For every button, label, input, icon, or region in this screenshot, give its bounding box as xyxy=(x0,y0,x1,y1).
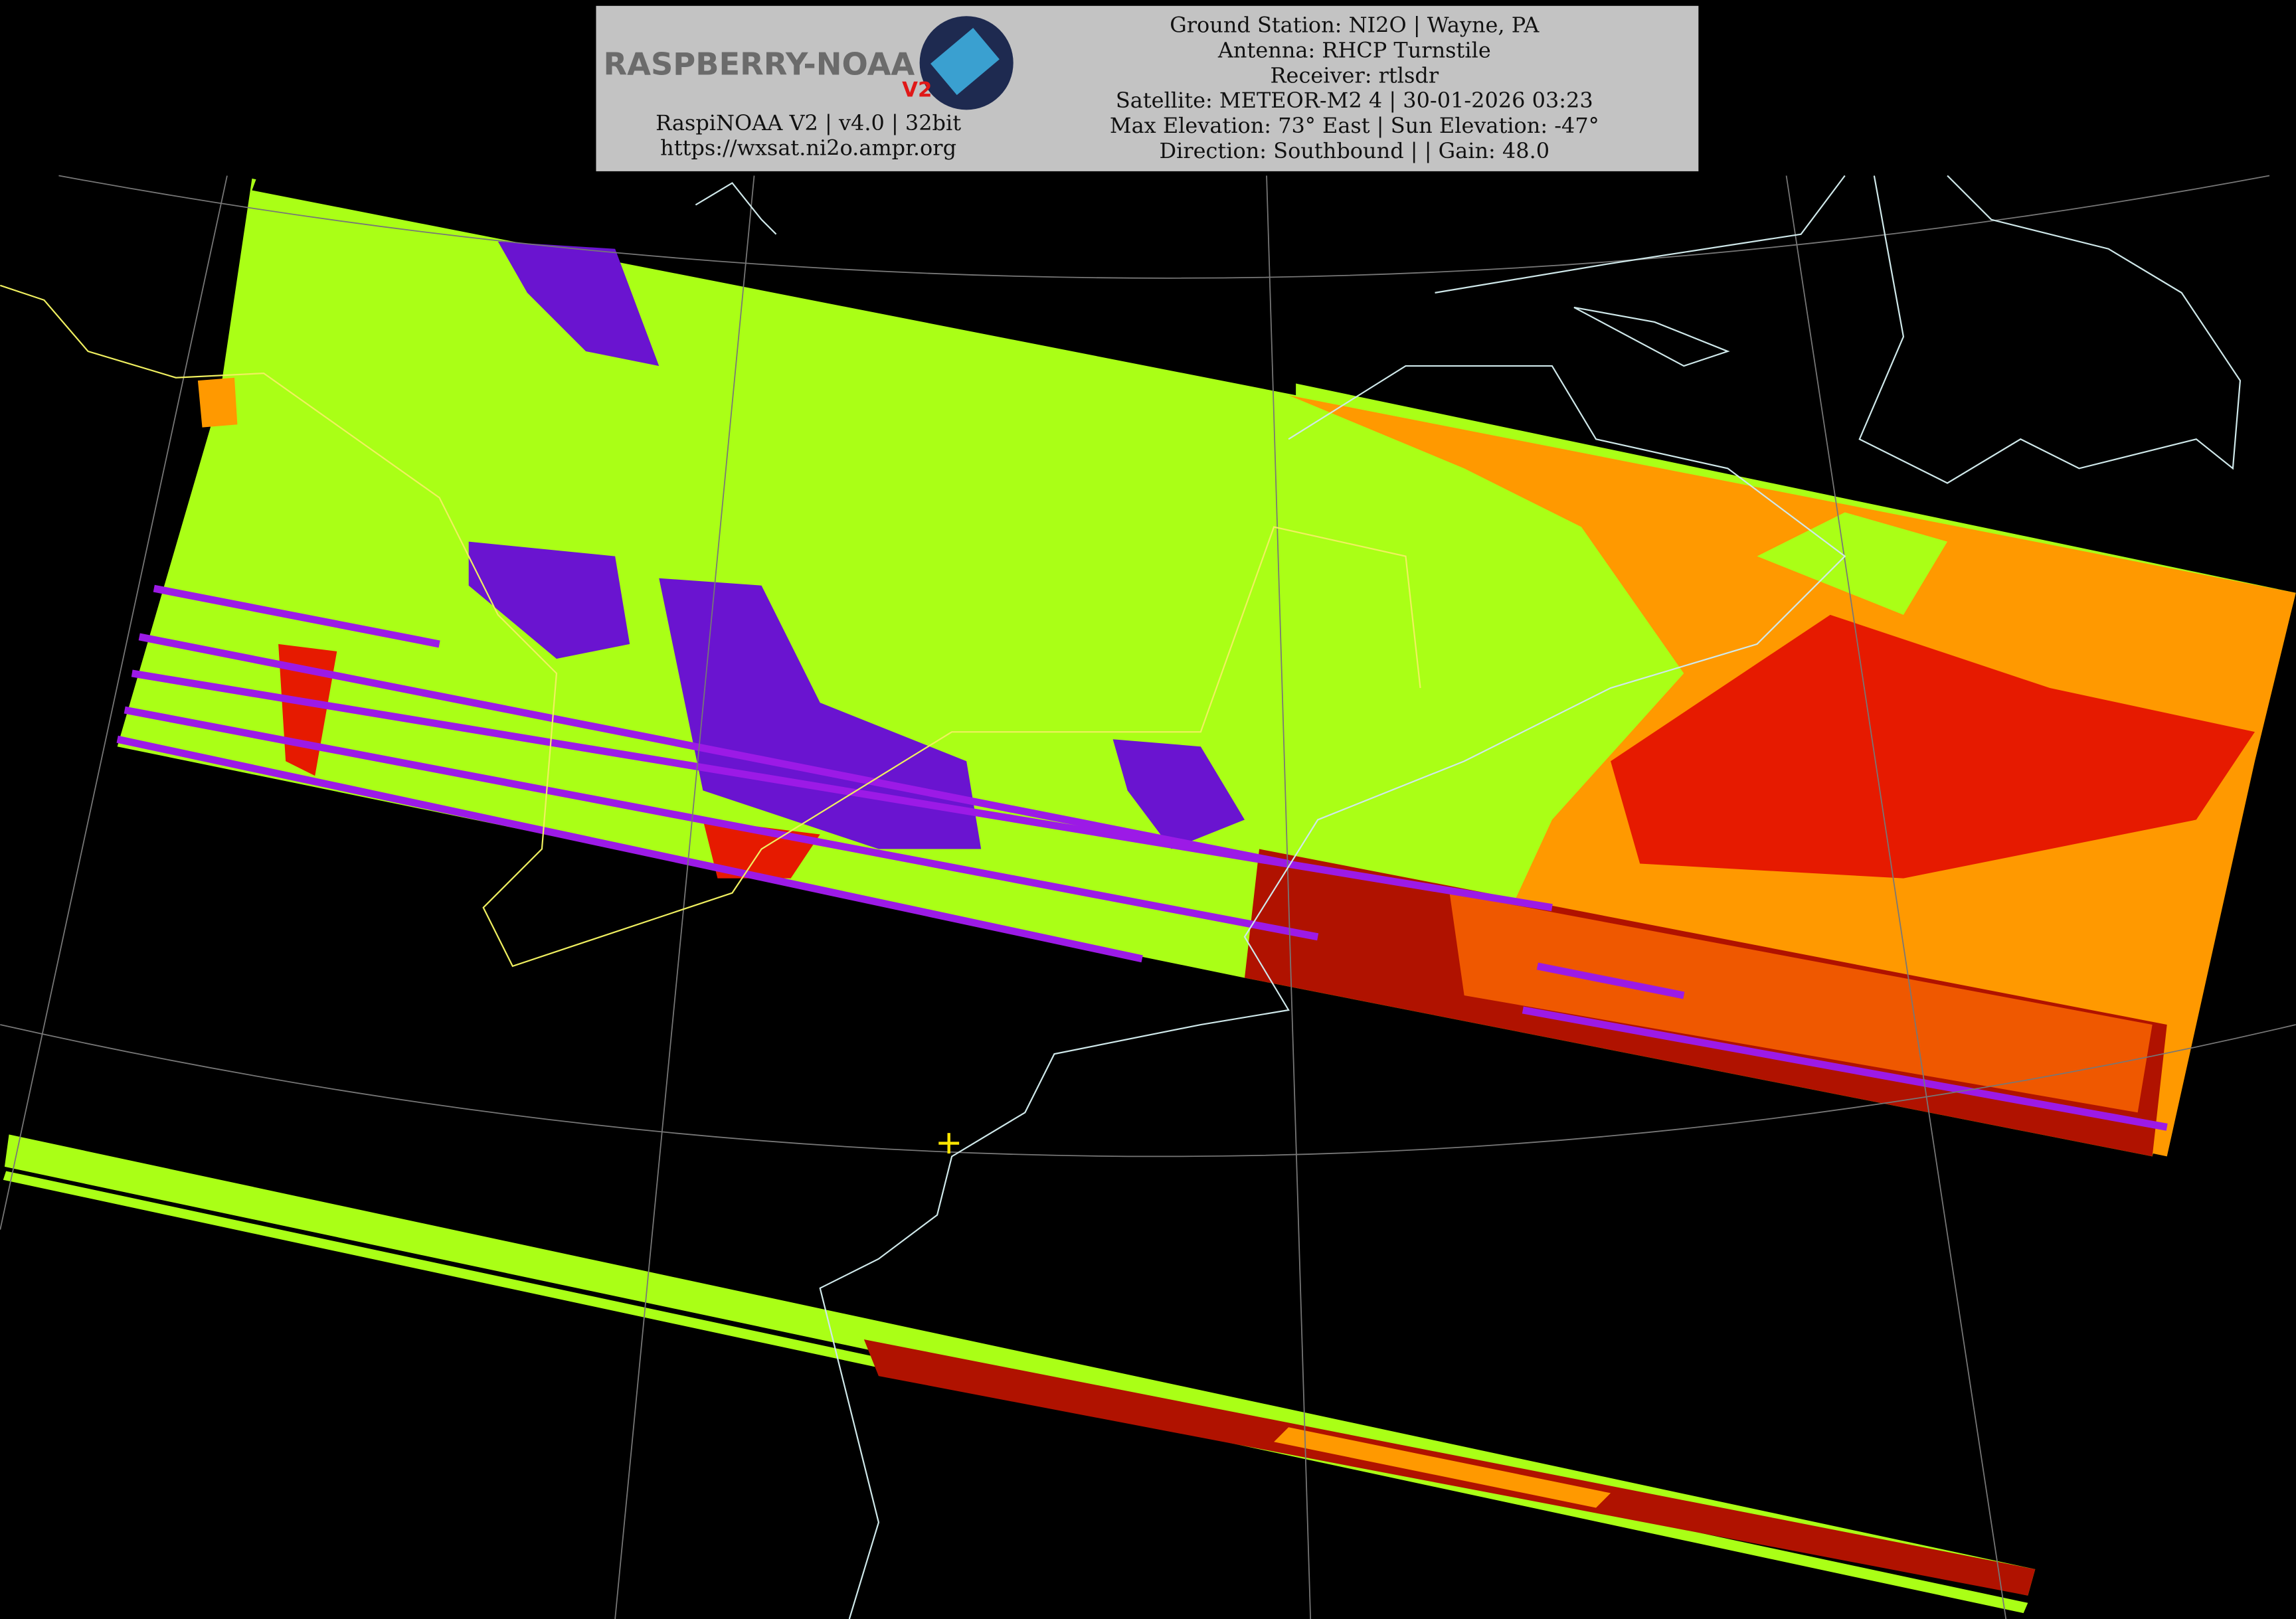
swath-main xyxy=(116,178,2296,1157)
info-line: Direction: Southbound | | Gain: 48.0 xyxy=(1160,138,1550,163)
logo-text: RASPBERRY-NOAA xyxy=(603,46,915,82)
url-text: https://wxsat.ni2o.ampr.org xyxy=(660,135,956,161)
info-line: Max Elevation: 73° East | Sun Elevation:… xyxy=(1110,113,1599,138)
info-line: Ground Station: NI2O | Wayne, PA xyxy=(1170,12,1540,37)
logo-badge: V2 xyxy=(902,78,932,102)
logo-satellite xyxy=(930,28,1000,96)
version-text: RaspiNOAA V2 | v4.0 | 32bit xyxy=(656,110,961,135)
info-line: Antenna: RHCP Turnstile xyxy=(1217,37,1491,62)
coastlines xyxy=(0,175,2242,1619)
station-marker xyxy=(938,1133,960,1154)
info-line: Receiver: rtlsdr xyxy=(1270,62,1439,88)
header: RASPBERRY-NOAA V2 RaspiNOAA V2 | v4.0 | … xyxy=(596,5,1699,171)
graticule xyxy=(0,175,2296,1619)
header-box xyxy=(596,5,1699,171)
info-line: Satellite: METEOR-M2 4 | 30-01-2026 03:2… xyxy=(1116,88,1593,113)
swath-lower xyxy=(3,1134,2036,1614)
